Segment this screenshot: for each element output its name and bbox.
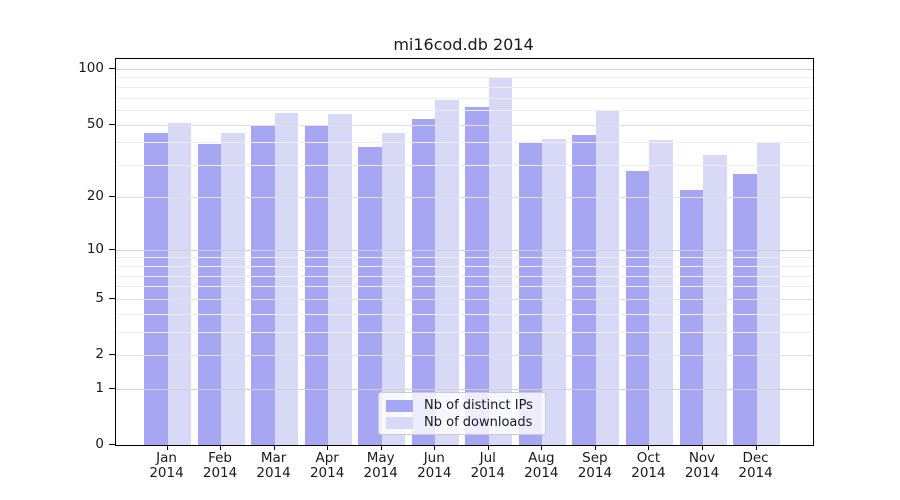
y-gridline xyxy=(116,313,813,315)
x-tick xyxy=(380,445,382,450)
y-tick-label: 50 xyxy=(86,115,104,132)
x-tick xyxy=(487,445,489,450)
x-tick-label: Oct 2014 xyxy=(631,450,666,481)
bar-downloads xyxy=(756,142,781,445)
bar-downloads xyxy=(328,114,352,445)
y-tick-label: 100 xyxy=(78,60,104,76)
legend-swatch-distinct-ips xyxy=(386,399,413,412)
y-gridline xyxy=(116,86,813,88)
x-tick-label: Sep 2014 xyxy=(577,450,613,481)
y-gridline xyxy=(116,249,813,251)
y-gridline xyxy=(116,110,813,112)
y-tick xyxy=(109,298,115,300)
bar-downloads xyxy=(167,123,191,445)
y-tick-label: 0 xyxy=(95,436,104,452)
x-tick-label: Jun 2014 xyxy=(417,450,452,481)
bar-downloads xyxy=(221,133,245,445)
x-tick-label: Apr 2014 xyxy=(309,450,345,481)
y-tick-label: 10 xyxy=(86,240,104,257)
bar-distinct-ips xyxy=(518,142,543,445)
y-tick-label: 1 xyxy=(95,379,104,396)
x-tick-label: Jan 2014 xyxy=(149,450,184,481)
x-tick-label: Dec 2014 xyxy=(738,450,773,481)
y-tick xyxy=(109,68,115,69)
bar-downloads xyxy=(435,100,459,445)
gridlines-layer xyxy=(116,59,813,445)
bar-distinct-ips xyxy=(358,146,382,445)
x-tick xyxy=(434,445,436,450)
bar-distinct-ips xyxy=(733,173,757,445)
x-tick-label: Aug 2014 xyxy=(524,450,559,481)
x-tick xyxy=(273,445,275,450)
y-tick xyxy=(109,195,115,197)
y-gridline xyxy=(116,388,813,390)
x-tick-label: Feb 2014 xyxy=(202,450,238,481)
x-tick xyxy=(541,445,543,450)
y-tick xyxy=(109,387,115,389)
bar-downloads xyxy=(703,155,727,445)
x-tick xyxy=(594,445,596,450)
x-tick xyxy=(702,445,703,450)
x-tick xyxy=(220,445,222,450)
y-gridline xyxy=(116,355,813,357)
legend: Nb of distinct IPs Nb of downloads xyxy=(378,392,546,435)
y-tick-label: 2 xyxy=(95,346,104,363)
chart-title: mi16cod.db 2014 xyxy=(393,35,534,54)
x-tick xyxy=(166,445,168,450)
bar-distinct-ips xyxy=(625,170,650,445)
bar-distinct-ips xyxy=(197,144,222,445)
x-tick-label: Mar 2014 xyxy=(256,450,291,481)
bar-downloads xyxy=(542,138,566,445)
y-tick xyxy=(109,123,115,125)
bar-distinct-ips xyxy=(679,189,703,445)
bar-downloads xyxy=(649,140,673,445)
x-tick xyxy=(648,445,650,450)
legend-label-distinct-ips: Nb of distinct IPs xyxy=(424,398,533,413)
x-tick-label: Jul 2014 xyxy=(470,450,505,481)
y-gridline xyxy=(116,332,813,334)
y-tick xyxy=(109,354,115,356)
x-tick xyxy=(327,445,329,450)
x-tick-label: May 2014 xyxy=(363,450,398,481)
bar-distinct-ips xyxy=(251,126,275,445)
y-tick xyxy=(109,444,115,445)
x-tick xyxy=(755,445,757,450)
y-gridline xyxy=(116,165,813,167)
y-gridline xyxy=(116,142,813,144)
y-tick-label: 5 xyxy=(95,290,104,307)
bar-distinct-ips xyxy=(572,134,596,445)
y-tick-label: 20 xyxy=(86,187,104,204)
bar-distinct-ips xyxy=(411,118,436,445)
legend-label-downloads: Nb of downloads xyxy=(424,415,533,430)
y-gridline xyxy=(116,124,813,126)
y-gridline xyxy=(116,69,813,70)
y-gridline xyxy=(116,265,813,267)
y-gridline xyxy=(116,97,813,99)
legend-item-distinct-ips: Nb of distinct IPs xyxy=(386,398,537,413)
bar-downloads xyxy=(381,133,406,445)
bar-distinct-ips xyxy=(144,133,168,445)
x-tick-label: Nov 2014 xyxy=(684,450,720,481)
bar-downloads xyxy=(274,112,299,445)
legend-item-downloads: Nb of downloads xyxy=(386,415,537,430)
y-gridline xyxy=(116,275,813,277)
y-tick xyxy=(109,248,115,250)
y-gridline xyxy=(116,257,813,259)
bar-downloads xyxy=(488,78,513,445)
y-gridline xyxy=(116,286,813,288)
y-gridline xyxy=(116,196,813,198)
plot-area: Nb of distinct IPs Nb of downloads xyxy=(115,58,814,446)
y-gridline xyxy=(116,77,813,79)
legend-swatch-downloads xyxy=(386,416,413,429)
bar-downloads xyxy=(595,111,620,445)
bar-distinct-ips xyxy=(304,124,329,445)
bars-layer xyxy=(116,59,813,445)
y-gridline xyxy=(116,299,813,301)
